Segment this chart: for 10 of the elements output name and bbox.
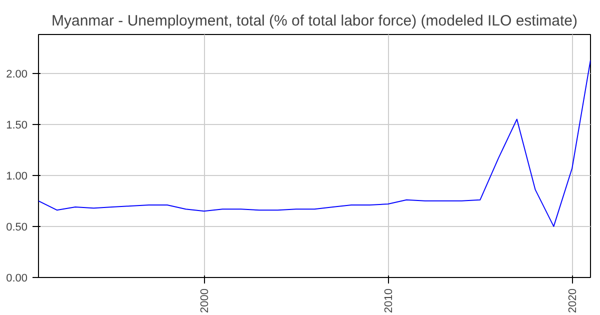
y-tick-label: 0.50: [6, 221, 28, 234]
x-tick-label: 2010: [383, 288, 396, 313]
x-tick-label: 2020: [567, 288, 580, 313]
y-tick-label: 1.50: [6, 119, 28, 132]
y-tick-label: 0.00: [6, 272, 28, 284]
x-tick-label: 2000: [199, 288, 212, 313]
line-series: [38, 60, 590, 227]
y-tick-label: 1.00: [6, 170, 28, 182]
chart-title: Myanmar - Unemployment, total (% of total labor force) (modeled ILO estimate): [51, 12, 578, 30]
y-tick-label: 2.00: [6, 68, 28, 80]
